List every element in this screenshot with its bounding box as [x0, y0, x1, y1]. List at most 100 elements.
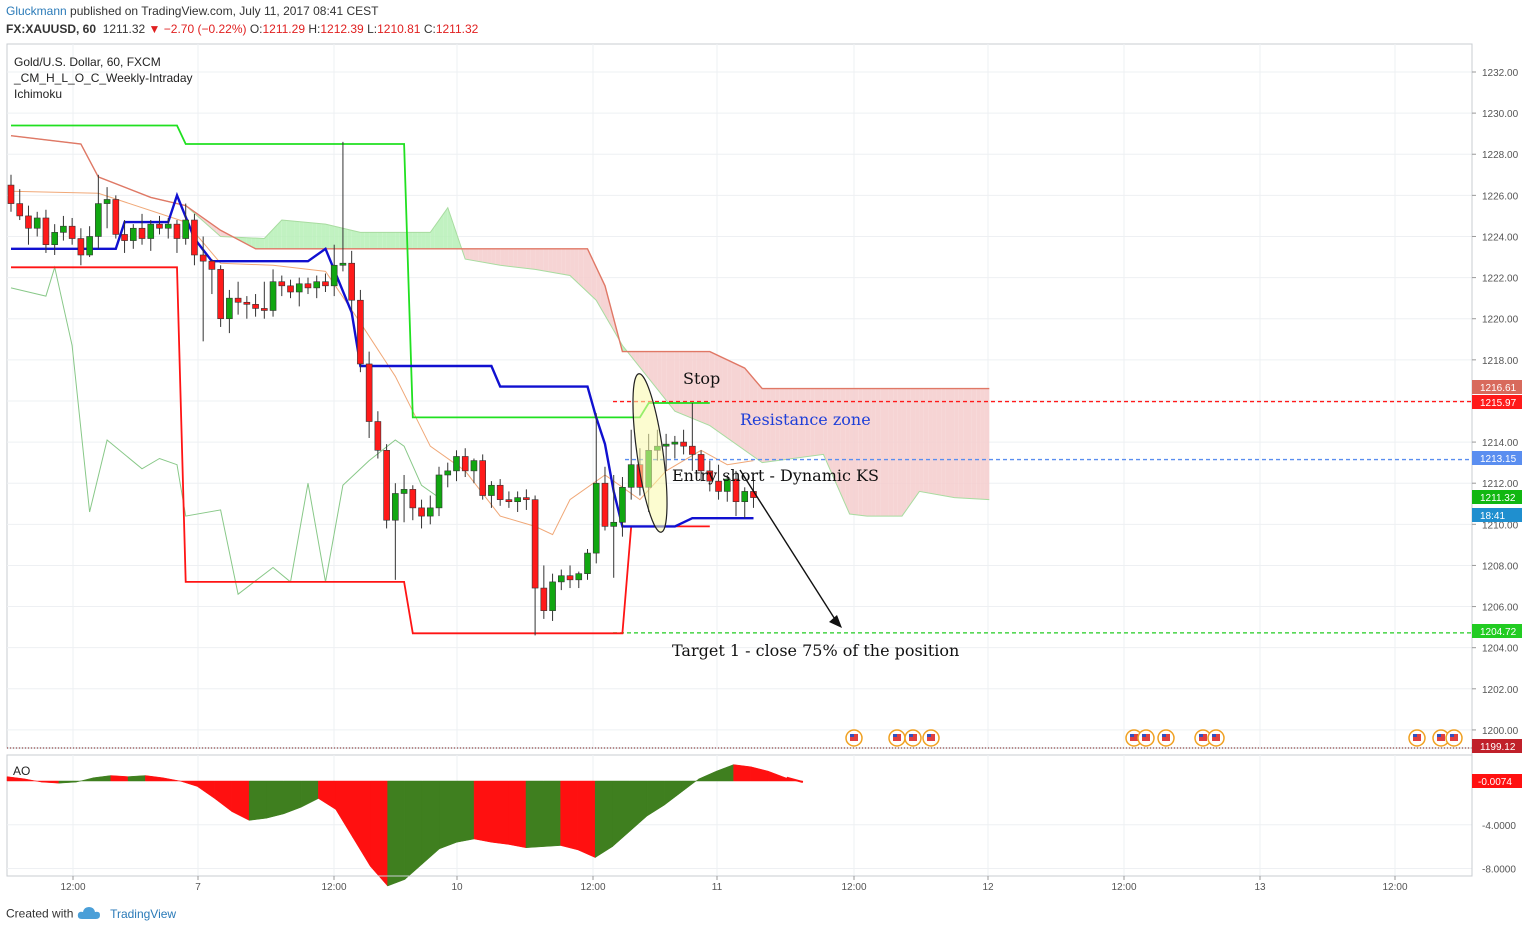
ichimoku-cloud-segment: [556, 248, 562, 275]
ichimoku-cloud-segment: [408, 232, 413, 249]
ichimoku-cloud-segment: [508, 248, 514, 267]
ichimoku-cloud-segment: [491, 248, 496, 265]
event-flag-canton: [893, 734, 897, 737]
event-flag-canton: [1130, 734, 1134, 737]
event-flag-stripes: [927, 734, 935, 741]
ichimoku-cloud-segment: [535, 248, 540, 271]
ao-histogram-segment: [456, 780, 475, 843]
ichimoku-cloud-segment: [487, 248, 492, 264]
open-value: 1211.29: [262, 22, 306, 36]
published-text: published on TradingView.com, July 11, 2…: [70, 4, 379, 18]
candle-body: [444, 470, 452, 476]
time-axis-label: 13: [1254, 882, 1266, 893]
ichimoku-cloud-segment: [303, 222, 308, 249]
candle-body: [25, 215, 32, 229]
candle-body: [723, 478, 731, 492]
ichimoku-cloud-segment: [810, 388, 815, 457]
time-axis-label: 12:00: [60, 882, 85, 893]
candle-body: [304, 283, 312, 289]
ichimoku-cloud-segment: [941, 388, 946, 497]
chart-legend: Gold/U.S. Dollar, 60, FXCM _CM_H_L_O_C_W…: [14, 54, 193, 102]
ichimoku-cloud-segment: [386, 232, 391, 249]
price-axis-badge-label: 1204.72: [1480, 627, 1517, 638]
author-link[interactable]: Gluckmann: [6, 4, 67, 18]
price-axis-badge-label: 1213.15: [1480, 454, 1517, 465]
ichimoku-cloud-segment: [797, 388, 802, 458]
event-flag-canton: [909, 734, 913, 737]
ao-histogram-segment: [248, 780, 267, 821]
ichimoku-cloud-segment: [329, 225, 335, 249]
candle-body: [278, 281, 286, 287]
time-axis-label: 12:00: [321, 882, 346, 893]
ichimoku-cloud-segment: [338, 227, 343, 249]
candle-body: [671, 441, 679, 445]
legend-title[interactable]: Gold/U.S. Dollar, 60, FXCM: [14, 55, 161, 69]
ichimoku-cloud-segment: [373, 232, 378, 249]
ichimoku-cloud-segment: [788, 388, 793, 460]
candle-body: [217, 269, 224, 320]
candle-body: [156, 223, 163, 229]
ichimoku-cloud-segment: [517, 248, 522, 268]
candle-body: [365, 363, 373, 422]
ichimoku-cloud-segment: [211, 224, 217, 233]
ichimoku-cloud-segment: [504, 248, 509, 267]
ao-axis-badge: [1472, 774, 1522, 788]
ichimoku-cloud-segment: [936, 388, 942, 496]
tradingview-link[interactable]: TradingView: [110, 906, 177, 921]
candle-body: [601, 482, 609, 527]
price-axis-label: 1212.00: [1482, 479, 1519, 490]
candle-body: [575, 573, 583, 581]
open-label: O:: [249, 22, 263, 36]
price-axis-label: 1206.00: [1482, 603, 1519, 614]
ichimoku-cloud-segment: [604, 285, 610, 323]
ichimoku-cloud-segment: [631, 351, 636, 362]
ichimoku-cloud-segment: [967, 388, 972, 499]
ichimoku-cloud-segment: [950, 388, 955, 498]
ichimoku-cloud-segment: [268, 229, 274, 249]
price-axis-label: 1218.00: [1482, 356, 1519, 367]
ichimoku-cloud-segment: [736, 363, 741, 448]
ichimoku-cloud-segment: [578, 248, 584, 288]
ichimoku-cloud-segment: [364, 232, 370, 249]
close-label: C:: [423, 22, 436, 36]
footer: Created with TradingView: [6, 906, 176, 923]
ichimoku-cloud-segment: [714, 353, 719, 432]
time-axis-label: 12: [982, 882, 994, 893]
ichimoku-cloud-segment: [639, 351, 645, 373]
candle-body: [51, 232, 58, 246]
ichimoku-cloud-segment: [683, 351, 688, 417]
price-axis-label: 1208.00: [1482, 561, 1519, 572]
ichimoku-cloud-segment: [596, 267, 601, 308]
ao-last-segment: [786, 776, 804, 784]
publish-info: Gluckmann published on TradingView.com, …: [6, 4, 378, 18]
price-axis-badge: [1472, 624, 1522, 638]
candle-body: [418, 507, 425, 517]
price-axis-label: 1232.00: [1482, 68, 1519, 79]
ichimoku-cloud-segment: [867, 388, 872, 517]
candle-body: [426, 507, 434, 517]
ichimoku-cloud-segment: [469, 248, 474, 261]
legend-indicator-ichimoku[interactable]: Ichimoku: [14, 87, 63, 101]
candle-body: [549, 581, 556, 611]
candle-body: [392, 493, 399, 521]
event-flag-stripes: [1212, 734, 1220, 741]
legend-indicator-hloc[interactable]: _CM_H_L_O_C_Weekly-Intraday: [14, 71, 193, 85]
ao-histogram-segment: [387, 780, 406, 887]
ichimoku-cloud-segment: [395, 232, 400, 249]
candle-body: [566, 575, 574, 581]
ichimoku-cloud-segment: [377, 232, 383, 249]
candle-body: [584, 552, 591, 574]
event-flag-stripes: [1130, 734, 1138, 741]
candle-body: [348, 262, 355, 301]
candle-body: [295, 283, 303, 293]
price-axis-label: 1214.00: [1482, 438, 1519, 449]
ichimoku-cloud-segment: [421, 232, 426, 249]
ichimoku-cloud-segment: [465, 248, 470, 260]
candle-body: [252, 304, 259, 309]
ichimoku-cloud-segment: [539, 248, 544, 271]
ao-histogram-segment: [127, 775, 146, 782]
time-axis-label: 12:00: [1382, 882, 1407, 893]
ichimoku-cloud-segment: [281, 220, 287, 249]
ichimoku-cloud-segment: [757, 383, 763, 463]
